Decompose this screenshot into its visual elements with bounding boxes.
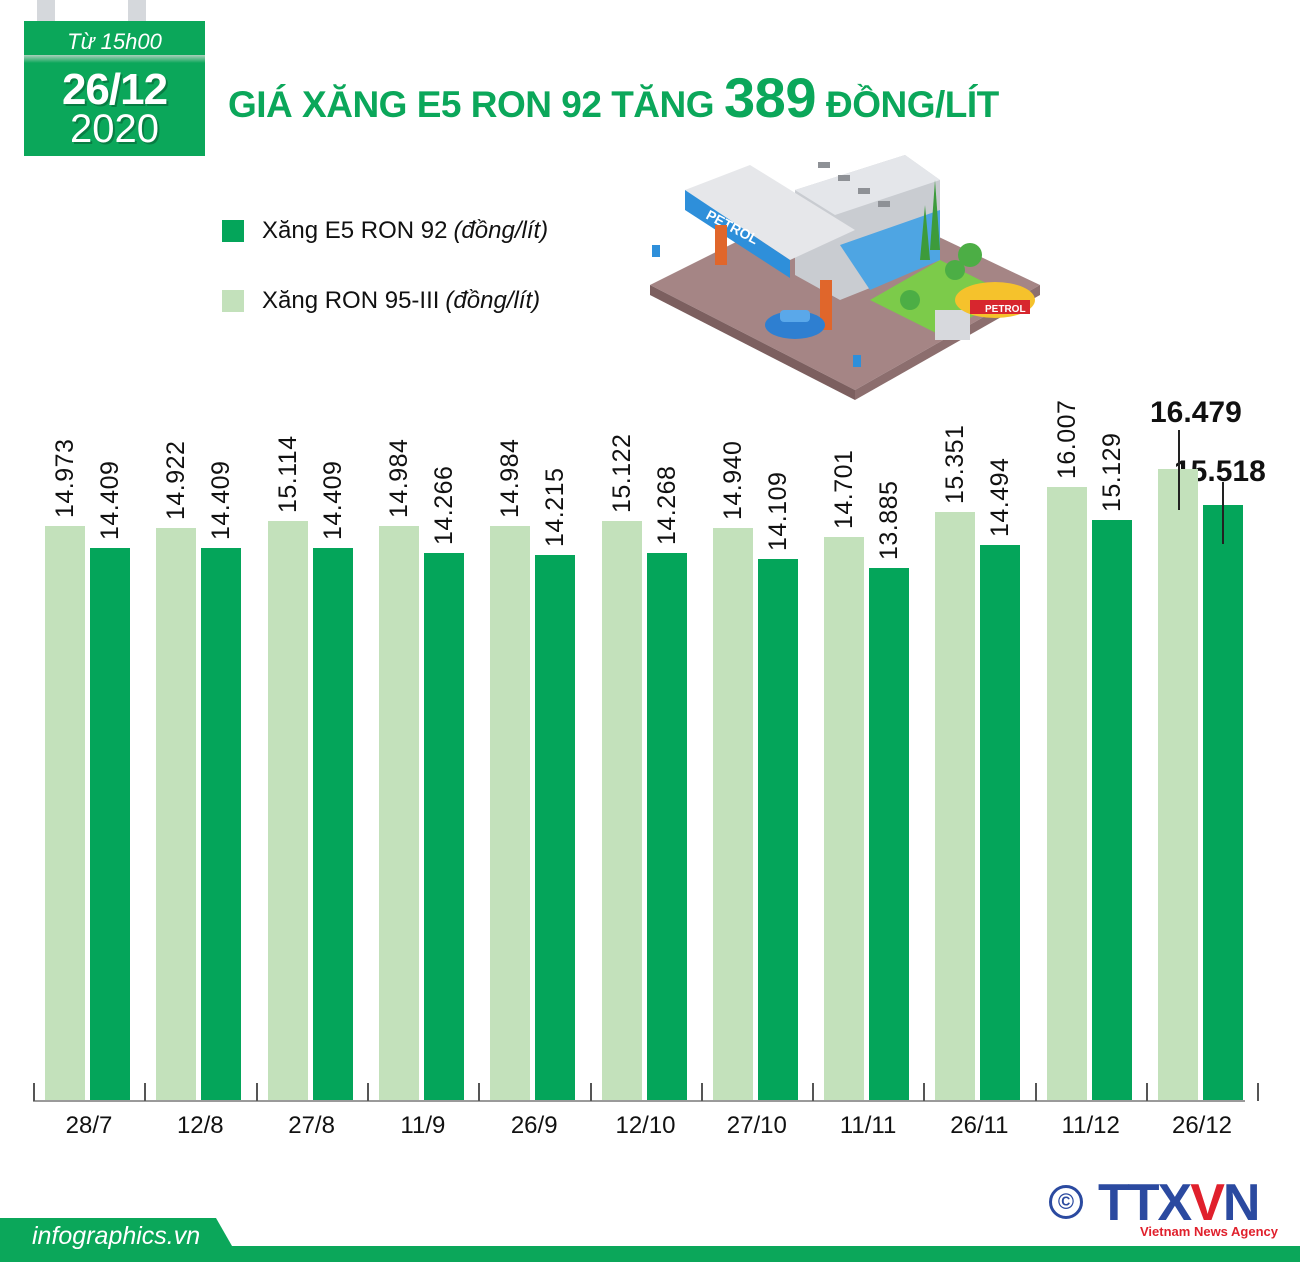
footer-band (0, 1246, 1300, 1262)
badge-divider (24, 55, 205, 63)
bar-ron95-iii (45, 526, 85, 1100)
bar-group (45, 0, 135, 1100)
site-link[interactable]: infographics.vn (32, 1222, 201, 1250)
agency-logo-text: TTXVN (1098, 1174, 1260, 1232)
bar-ron95-iii (490, 526, 531, 1100)
x-axis-tick (1034, 1083, 1037, 1101)
bar-e5-ron92 (312, 548, 353, 1100)
bar-ron95-iii (1046, 487, 1087, 1100)
bar-ron95-iii (156, 528, 197, 1100)
agency-tagline: Vietnam News Agency (1140, 1224, 1278, 1239)
x-axis-tick (255, 1083, 258, 1101)
x-axis-label: 27/8 (288, 1112, 335, 1139)
bar-group (267, 0, 358, 1100)
effective-time: Từ 15h00 (67, 29, 162, 54)
bar-e5-ron92 (646, 553, 687, 1100)
highlight-value-label: 16.479 (1150, 396, 1242, 429)
legend-item-e5-ron92: Xăng E5 RON 92 (đồng/lít) (222, 216, 548, 246)
copyright-icon: © (1049, 1185, 1083, 1219)
bar-group (601, 0, 692, 1100)
leader-line (1178, 430, 1180, 510)
agency-logo: TTXVN Vietnam News Agency (1098, 1174, 1278, 1239)
bar-ron95-iii (824, 537, 865, 1100)
x-axis-label: 12/8 (176, 1112, 224, 1139)
date-badge: Từ 15h00 26/12 2020 (24, 21, 205, 156)
bar-group (824, 0, 914, 1100)
bar-e5-ron92 (201, 548, 242, 1100)
x-axis-label: 26/11 (950, 1112, 1009, 1139)
bar-ron95-iii (1158, 469, 1198, 1100)
bar-e5-ron92 (980, 545, 1021, 1100)
bar-e5-ron92 (1091, 520, 1132, 1100)
bar-group (490, 0, 580, 1100)
x-axis-tick (366, 1083, 369, 1101)
x-axis-label: 27/10 (726, 1112, 787, 1139)
tanker-text: PETROL (985, 304, 1026, 315)
legend: Xăng E5 RON 92 (đồng/lít) Xăng RON 95-II… (222, 216, 548, 356)
leader-line (1222, 482, 1224, 544)
effective-date: 26/12 (61, 65, 168, 114)
x-axis-label: 11/12 (1061, 1112, 1120, 1139)
title-prefix: GIÁ XĂNG E5 RON 92 TĂNG (228, 84, 715, 125)
title-suffix: ĐỒNG/LÍT (825, 84, 999, 125)
x-axis-label: 11/9 (400, 1112, 446, 1139)
legend-label: Xăng RON 95-III (262, 287, 440, 314)
x-axis-label: 26/9 (510, 1112, 558, 1139)
bar-group (378, 0, 469, 1100)
x-axis-tick (923, 1083, 926, 1101)
x-axis-tick (33, 1083, 35, 1101)
page-title: GIÁ XĂNG E5 RON 92 TĂNG 389 ĐỒNG/LÍT (228, 70, 999, 126)
petrol-station-illustration: PETROL PETROL (650, 155, 1040, 400)
bar-ron95-iii (601, 521, 642, 1100)
bar-group (156, 0, 246, 1100)
bar-e5-ron92 (90, 548, 130, 1100)
bar-e5-ron92 (1203, 505, 1243, 1100)
bar-ron95-iii (712, 528, 753, 1100)
bar-e5-ron92 (535, 555, 576, 1100)
legend-swatch-icon (222, 220, 244, 242)
bar-e5-ron92 (869, 568, 910, 1100)
legend-unit: (đồng/lít) (453, 217, 549, 244)
legend-item-ron95: Xăng RON 95-III (đồng/lít) (222, 286, 548, 316)
bar-ron95-iii (267, 521, 308, 1100)
x-axis-tick (589, 1083, 592, 1101)
title-number: 389 (724, 66, 816, 129)
effective-year: 2020 (70, 107, 159, 151)
legend-swatch-icon (222, 290, 244, 312)
bar-ron95-iii (935, 512, 976, 1100)
calendar-ring (128, 0, 146, 22)
x-axis-tick (812, 1083, 815, 1101)
bar-group (1158, 0, 1248, 1100)
x-axis-label: 12/10 (615, 1112, 676, 1139)
x-axis-tick (1257, 1083, 1260, 1101)
x-axis-label: 26/12 (1171, 1112, 1233, 1139)
x-axis-label: 11/11 (839, 1112, 897, 1139)
bar-e5-ron92 (423, 553, 464, 1100)
x-axis-tick (1146, 1083, 1148, 1101)
bar-group (712, 0, 803, 1100)
x-axis-tick (700, 1083, 703, 1101)
bar-ron95-iii (378, 526, 419, 1100)
x-axis-tick (478, 1083, 481, 1101)
x-axis-label: 28/7 (65, 1112, 113, 1139)
legend-unit: (đồng/lít) (445, 287, 541, 314)
x-axis (33, 1100, 1245, 1102)
bar-group (1046, 0, 1137, 1100)
calendar-ring (37, 0, 55, 22)
x-axis-tick (144, 1083, 147, 1101)
footer-site-tab[interactable]: infographics.vn (0, 1218, 232, 1262)
bar-chart: 14.973 14.409 28/7 14.922 14.409 12/8 15.114 14… (33, 0, 1266, 1139)
legend-label: Xăng E5 RON 92 (262, 217, 448, 244)
bar-group (935, 0, 1025, 1100)
bar-e5-ron92 (757, 559, 798, 1100)
